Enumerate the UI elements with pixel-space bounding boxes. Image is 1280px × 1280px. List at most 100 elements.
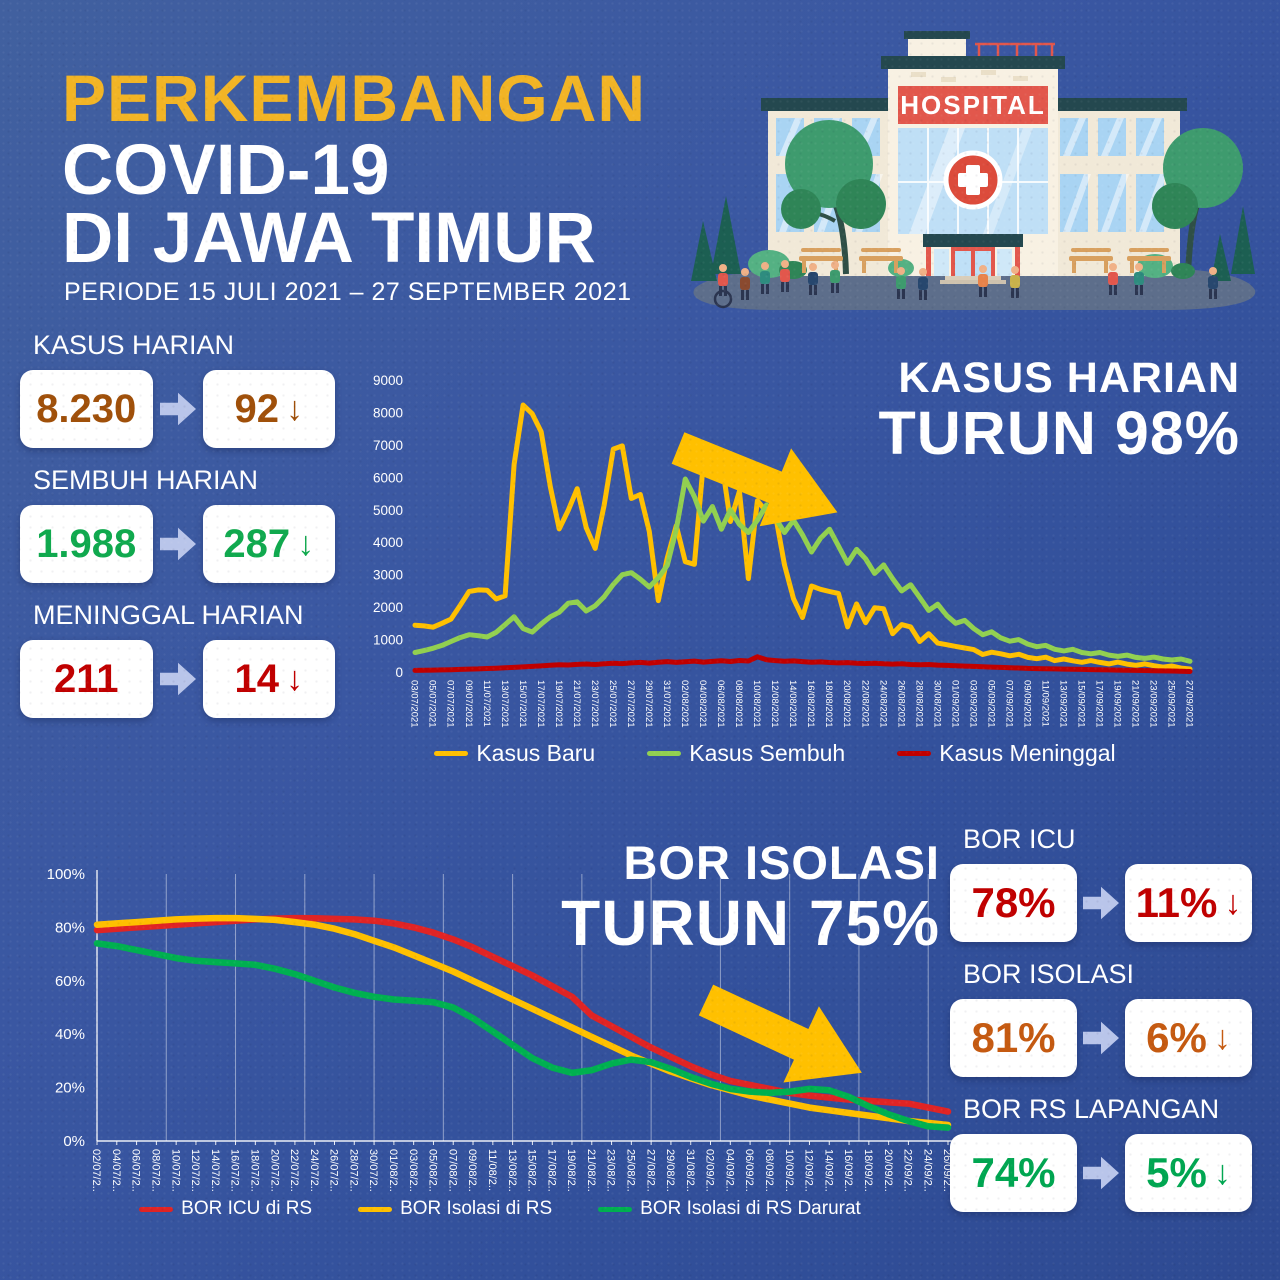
stat-change-box: 92 ↓ bbox=[202, 370, 335, 448]
down-arrow-icon: ↓ bbox=[1224, 883, 1242, 922]
y-axis-tick-label: 6000 bbox=[373, 470, 403, 485]
x-axis-tick-label: 22/08/2021 bbox=[859, 680, 870, 728]
entrance-canopy bbox=[923, 234, 1023, 247]
x-axis-tick-label: 08/08/2021 bbox=[733, 680, 744, 728]
top-headline: KASUS HARIAN TURUN 98% bbox=[878, 355, 1240, 467]
person-figure bbox=[896, 267, 906, 299]
y-axis-tick-label: 60% bbox=[55, 973, 85, 990]
bor-stats-panel: BOR ICU 78% 11% ↓ BOR ISOLASI 81% 6% ↓ BOR RS LA… bbox=[950, 824, 1265, 1229]
hospital-sign-text: HOSPITAL bbox=[900, 90, 1046, 120]
x-axis-tick-label: 23/09/2021 bbox=[1148, 680, 1159, 728]
x-axis-tick-label: 16/08/2021 bbox=[805, 680, 816, 728]
x-axis-tick-label: 05/08/2.. bbox=[427, 1149, 439, 1192]
x-axis-tick-label: 06/07/2.. bbox=[130, 1149, 142, 1192]
x-axis-tick-label: 03/08/2.. bbox=[407, 1149, 419, 1192]
stat-change-box: 5% ↓ bbox=[1125, 1134, 1252, 1212]
legend-item-kasus-sembuh: Kasus Sembuh bbox=[647, 740, 845, 767]
y-axis-tick-label: 7000 bbox=[373, 438, 403, 453]
x-axis-tick-label: 05/07/2021 bbox=[427, 680, 438, 728]
x-axis-tick-label: 12/09/2.. bbox=[803, 1149, 815, 1192]
stat-row: 78% 11% ↓ bbox=[950, 864, 1265, 942]
period-subtitle: PERIODE 15 JULI 2021 – 27 SEPTEMBER 2021 bbox=[64, 278, 632, 306]
down-arrow-icon: ↓ bbox=[1213, 1018, 1231, 1057]
x-axis-tick-label: 05/09/2021 bbox=[985, 680, 996, 728]
x-axis-tick-label: 15/08/2.. bbox=[526, 1149, 538, 1192]
person-figure bbox=[808, 263, 818, 295]
x-axis-tick-label: 15/07/2021 bbox=[517, 680, 528, 728]
legend-item-bor-icu-di-rs: BOR ICU di RS bbox=[139, 1198, 312, 1220]
pine-trees bbox=[691, 196, 1255, 281]
x-axis-tick-label: 09/09/2021 bbox=[1021, 680, 1032, 728]
legend-swatch bbox=[897, 751, 932, 756]
series-line-kasus-sembuh bbox=[412, 476, 1193, 664]
x-axis-tick-label: 02/09/2.. bbox=[704, 1149, 716, 1192]
x-axis-tick-label: 21/07/2021 bbox=[571, 680, 582, 728]
y-axis-tick-label: 9000 bbox=[373, 373, 403, 388]
stat-label: BOR RS LAPANGAN bbox=[963, 1094, 1220, 1124]
legend-label: BOR Isolasi di RS Darurat bbox=[640, 1198, 861, 1219]
legend-swatch bbox=[139, 1206, 174, 1212]
legend-swatch bbox=[434, 751, 469, 756]
stat-change-box: 14 ↓ bbox=[202, 640, 335, 718]
stat-row: 8.230 92 ↓ bbox=[20, 370, 335, 448]
legend-swatch bbox=[598, 1206, 633, 1212]
series-line-bor-isolasi-di-rs-darurat bbox=[93, 940, 952, 1131]
x-axis-tick-label: 27/07/2021 bbox=[625, 680, 636, 728]
x-axis-tick-label: 14/09/2.. bbox=[822, 1149, 834, 1192]
bor-chart: 0% 20% 40% 60% 80% 100% 02/07/2.. 04/07/2.. 06/0… bbox=[47, 866, 954, 1192]
x-axis-tick-label: 19/09/2021 bbox=[1112, 680, 1123, 728]
x-axis-tick-label: 08/07/2.. bbox=[150, 1149, 162, 1192]
person-figure bbox=[1134, 263, 1144, 295]
y-axis-tick-label: 0% bbox=[63, 1133, 85, 1150]
stat-start-value: 78% bbox=[971, 879, 1056, 926]
person-figure bbox=[830, 261, 840, 293]
x-axis-tick-label: 08/09/2.. bbox=[763, 1149, 775, 1192]
x-axis-tick-label: 09/07/2021 bbox=[463, 680, 474, 728]
y-axis-tick-label: 0 bbox=[395, 665, 403, 680]
stat-change-box: 287 ↓ bbox=[202, 505, 335, 583]
stat-row: 211 14 ↓ bbox=[20, 640, 335, 718]
x-axis-tick-label: 24/09/2.. bbox=[921, 1149, 933, 1192]
daily-stats-panel: KASUS HARIAN 8.230 92 ↓ SEMBUH HARIAN 1.988 28… bbox=[20, 330, 335, 735]
x-axis-tick-label: 21/08/2.. bbox=[585, 1149, 597, 1192]
x-axis-tick-label: 02/08/2021 bbox=[679, 680, 690, 728]
y-axis-tick-label: 2000 bbox=[373, 600, 403, 615]
stat-current-value: 92 bbox=[234, 386, 280, 431]
stat-value-box: 211 bbox=[20, 640, 153, 718]
stat-start-value: 1.988 bbox=[36, 521, 137, 566]
x-axis-tick-label: 23/08/2.. bbox=[605, 1149, 617, 1192]
x-axis-tick-label: 21/09/2021 bbox=[1130, 680, 1141, 728]
x-axis-tick-label: 31/08/2.. bbox=[684, 1149, 696, 1192]
x-axis-tick-label: 27/08/2.. bbox=[644, 1149, 656, 1192]
down-arrow-icon: ↓ bbox=[286, 659, 303, 698]
stat-current-value: 14 bbox=[234, 656, 280, 701]
x-axis-tick-label: 19/07/2021 bbox=[553, 680, 564, 728]
legend-swatch bbox=[358, 1206, 393, 1212]
stat-group-bor-icu: BOR ICU 78% 11% ↓ bbox=[950, 824, 1265, 942]
x-axis-tick-label: 10/07/2.. bbox=[169, 1149, 181, 1192]
legend-label: Kasus Sembuh bbox=[689, 740, 846, 766]
x-axis-tick-label: 04/07/2.. bbox=[110, 1149, 122, 1192]
stat-group-meninggal-harian: MENINGGAL HARIAN 211 14 ↓ bbox=[20, 600, 335, 718]
stat-start-value: 211 bbox=[53, 656, 119, 701]
stat-current-value: 6% bbox=[1146, 1014, 1207, 1061]
legend-swatch bbox=[647, 751, 682, 756]
x-axis-tick-label: 16/09/2.. bbox=[842, 1149, 854, 1192]
x-axis-tick-label: 07/09/2021 bbox=[1003, 680, 1014, 728]
x-axis-tick-label: 24/07/2.. bbox=[308, 1149, 320, 1192]
x-axis-tick-label: 07/07/2021 bbox=[445, 680, 456, 728]
person-figure bbox=[918, 268, 928, 300]
x-axis-tick-label: 01/09/2021 bbox=[949, 680, 960, 728]
x-axis-tick-label: 10/09/2.. bbox=[783, 1149, 795, 1192]
y-axis-tick-label: 3000 bbox=[373, 568, 403, 583]
stat-start-value: 8.230 bbox=[36, 386, 137, 431]
x-axis-tick-label: 11/07/2021 bbox=[481, 680, 492, 727]
stat-change-box: 11% ↓ bbox=[1125, 864, 1252, 942]
series-line-kasus-meninggal bbox=[412, 654, 1193, 674]
stat-group-bor-rs-lapangan: BOR RS LAPANGAN 74% 5% ↓ bbox=[950, 1094, 1265, 1212]
stat-row: 81% 6% ↓ bbox=[950, 999, 1265, 1077]
person-figure bbox=[978, 265, 988, 297]
x-axis-tick-label: 15/09/2021 bbox=[1076, 680, 1087, 728]
x-axis-tick-label: 18/08/2021 bbox=[823, 680, 834, 728]
x-axis-tick-label: 29/07/2021 bbox=[643, 680, 654, 728]
